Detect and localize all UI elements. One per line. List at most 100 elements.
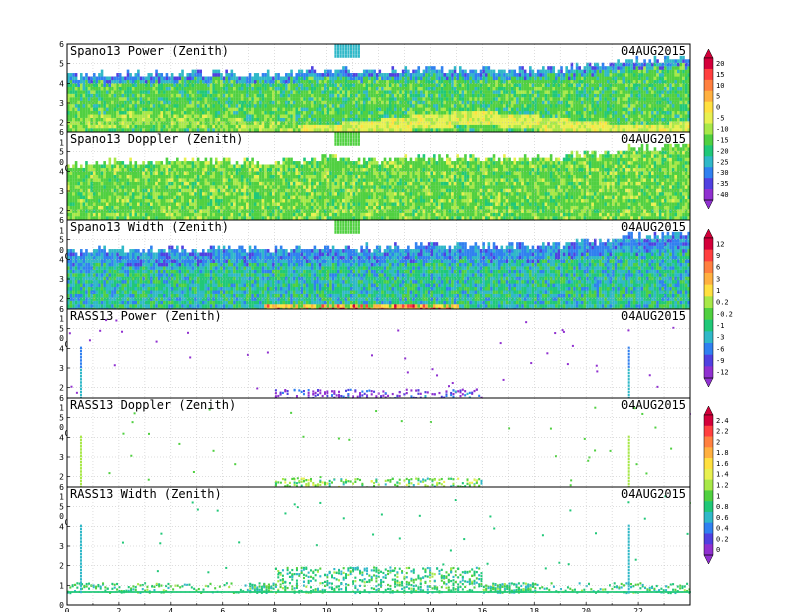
cell <box>534 73 537 77</box>
cell <box>201 90 205 94</box>
cell <box>466 76 470 81</box>
cell <box>521 86 524 91</box>
cell <box>518 83 522 87</box>
cell <box>549 97 553 101</box>
cell <box>349 104 353 108</box>
cell <box>230 117 234 122</box>
cell <box>246 107 249 112</box>
cell <box>344 128 348 132</box>
cell <box>295 97 299 101</box>
cell <box>87 93 91 98</box>
cell <box>150 90 153 94</box>
cell <box>386 124 389 129</box>
cell <box>152 110 156 115</box>
cell <box>126 79 130 84</box>
cell <box>313 100 317 105</box>
cell <box>113 128 117 132</box>
cell <box>285 93 288 98</box>
cell <box>539 86 543 91</box>
cell <box>453 79 457 84</box>
cell <box>383 79 387 84</box>
cell <box>407 104 410 108</box>
cell <box>204 100 208 105</box>
cell <box>412 124 415 129</box>
cell <box>100 100 104 105</box>
cell <box>386 93 389 98</box>
cell <box>238 110 241 115</box>
cell <box>360 104 363 108</box>
cell <box>352 97 356 101</box>
cell <box>87 124 91 129</box>
cell <box>103 100 106 105</box>
cell <box>227 100 231 105</box>
cell <box>74 97 78 101</box>
cell <box>508 86 511 91</box>
cell <box>420 79 423 84</box>
cell <box>137 128 140 132</box>
cell <box>168 93 171 98</box>
cell <box>326 69 330 74</box>
cell <box>113 93 117 98</box>
cell <box>521 117 524 122</box>
cell <box>425 93 428 98</box>
cell <box>178 90 182 94</box>
cell <box>458 73 462 77</box>
cell <box>272 110 275 115</box>
cell <box>500 86 504 91</box>
cell <box>131 100 135 105</box>
cell <box>248 104 252 108</box>
cell <box>453 93 457 98</box>
cell <box>92 107 96 112</box>
cell <box>526 100 530 105</box>
cell <box>186 79 190 84</box>
cell <box>269 90 273 94</box>
cell <box>516 76 519 81</box>
cell <box>521 100 524 105</box>
cell <box>549 107 553 112</box>
cell <box>362 110 366 115</box>
cell <box>555 97 558 101</box>
cell <box>497 121 501 125</box>
cell <box>170 124 174 129</box>
cell <box>339 124 343 129</box>
cell <box>469 73 472 77</box>
cell <box>194 114 197 118</box>
cell <box>352 104 356 108</box>
cell <box>562 97 566 101</box>
cell <box>264 110 267 115</box>
cell <box>378 69 382 74</box>
cell <box>311 124 314 129</box>
cell <box>144 117 148 122</box>
cell <box>495 110 498 115</box>
cell <box>100 76 104 81</box>
cell <box>430 83 434 87</box>
cell <box>544 83 548 87</box>
cell <box>196 93 200 98</box>
cell <box>144 86 148 91</box>
cell <box>199 107 202 112</box>
cell <box>394 79 397 84</box>
cell <box>575 114 579 118</box>
cell <box>300 117 304 122</box>
cell <box>308 97 312 101</box>
cell <box>510 100 514 105</box>
cell <box>225 117 228 122</box>
cell <box>189 121 192 125</box>
cell <box>282 110 286 115</box>
cell <box>98 117 101 122</box>
cell <box>274 107 278 112</box>
cell <box>183 83 187 87</box>
cell <box>139 117 143 122</box>
cell <box>557 97 561 101</box>
cell <box>238 100 241 105</box>
cell <box>318 86 322 91</box>
cell <box>116 114 119 118</box>
cell <box>407 90 410 94</box>
cell <box>279 124 283 129</box>
cell <box>235 124 239 129</box>
cell <box>103 83 106 87</box>
cell <box>536 86 540 91</box>
cell <box>199 117 202 122</box>
cell <box>461 76 465 81</box>
cell <box>565 73 568 77</box>
